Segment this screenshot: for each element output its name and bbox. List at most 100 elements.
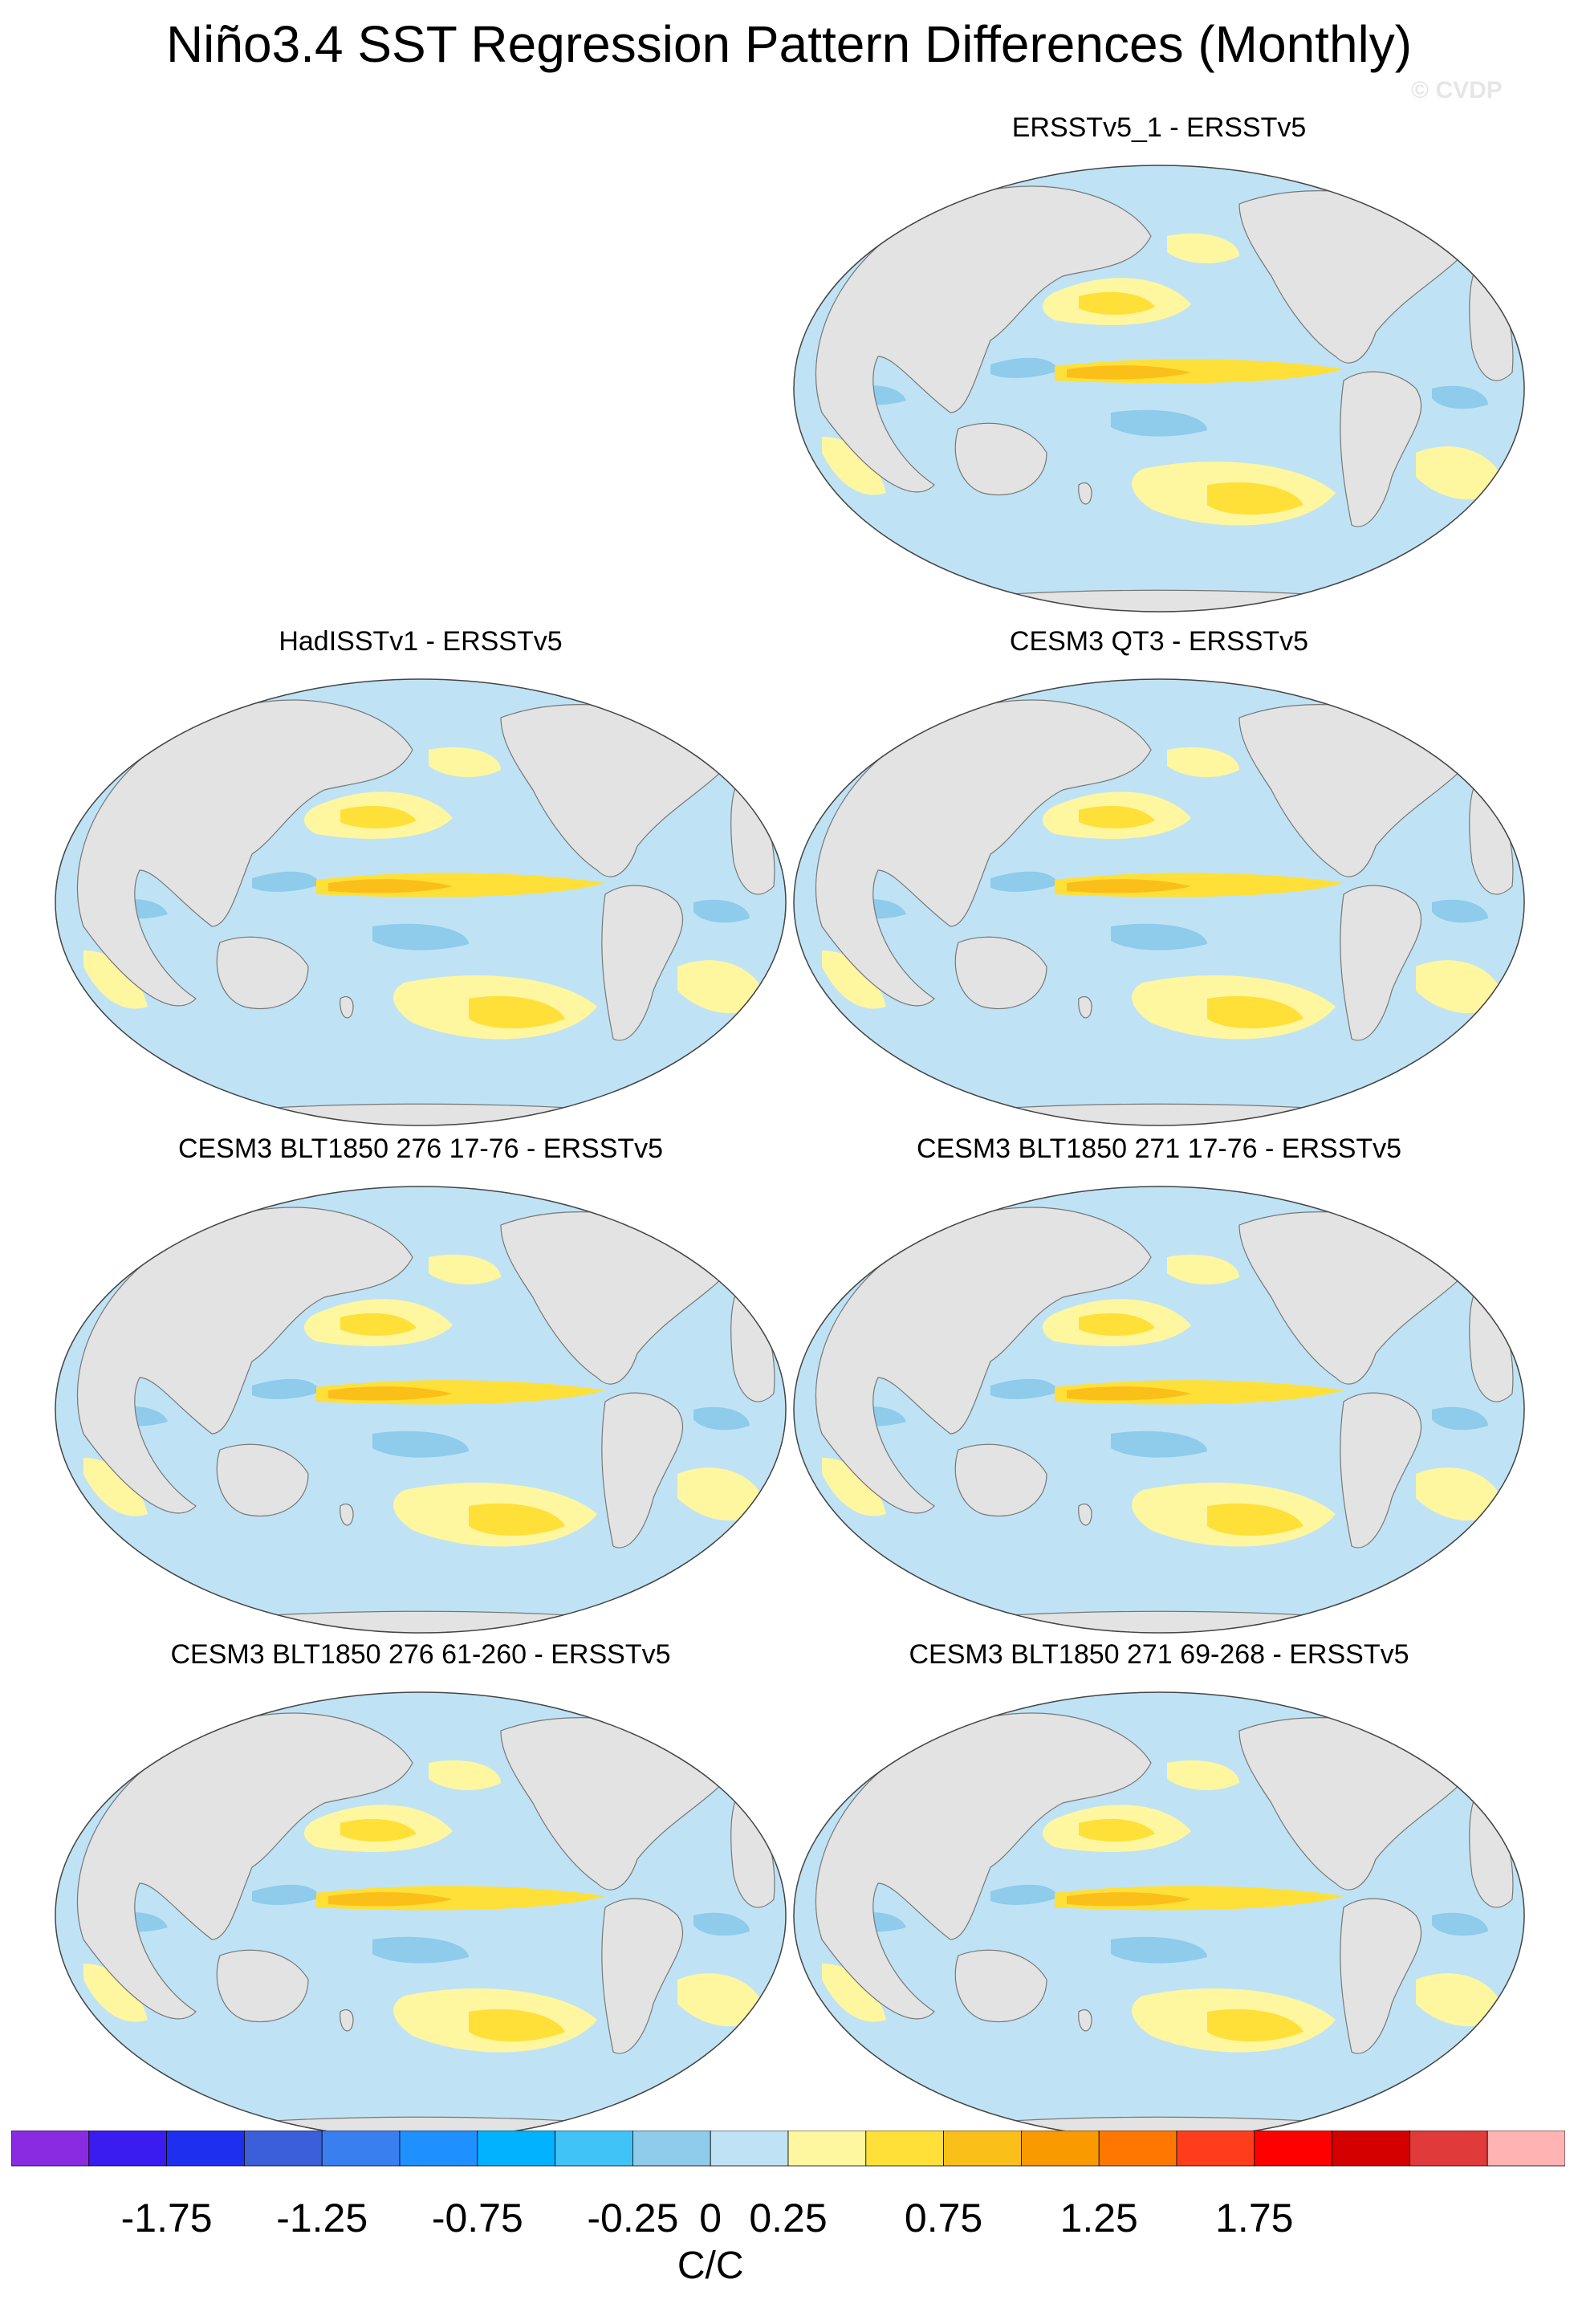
map-panel-2: HadISSTv1 - ERSSTv5 [51,626,790,1148]
land-mass [340,2009,354,2032]
figure-title: Niño3.4 SST Regression Pattern Differenc… [165,15,1413,73]
anomaly-contour-ocean-pos-large [1067,365,1191,380]
land-mass [147,1103,694,1125]
colorbar-tick-label: -0.25 [587,2196,678,2241]
land-mass [340,996,354,1019]
anomaly-contour-ocean-pos-mid [1079,1818,1155,1842]
anomaly-contour-ocean-neg-mid [372,1431,469,1458]
land-mass [885,589,1433,612]
anomaly-contour-ocean-pos-small [1167,747,1239,778]
land-mass [340,1504,354,1526]
sst-difference-map [55,678,787,1126]
colorbar-box [477,2131,555,2167]
anomaly-contour-ocean-pos-small [1416,446,1504,500]
anomaly-contour-ocean-pos-small [1416,1467,1504,1521]
colorbar-box [1098,2131,1177,2167]
land-mass [601,1392,684,1549]
land-mass [1078,2009,1092,2032]
anomaly-contour-ocean-pos-small [83,950,148,1009]
panel-title: CESM3 BLT1850 271 17-76 - ERSSTv5 [916,1134,1402,1164]
panel-title: CESM3 QT3 - ERSSTv5 [1009,626,1309,657]
anomaly-contour-ocean-neg-mid [1111,1936,1207,1964]
anomaly-contour-ocean-pos-small [677,1973,766,2027]
anomaly-contour-ocean-neg-mid [252,1378,320,1399]
cvdp-watermark: © CVDP [1411,77,1503,104]
colorbar: -1.75 -1.25 -0.75 -0.25 0 0.25 0.75 1.25 1.75 C/C [11,2131,1565,2287]
colorbar-box [787,2131,867,2167]
colorbar-tick-label: 0.75 [905,2196,982,2241]
anomaly-contour-ocean-pos-large [328,1892,453,1907]
map-panel-3: CESM3 QT3 - ERSSTv5 [790,626,1528,1148]
anomaly-contour-ocean-pos-small [1416,960,1504,1014]
anomaly-contour-ocean-neg-mid [990,357,1059,378]
colorbar-tick-label: 1.75 [1215,2196,1293,2241]
panel-title: ERSSTv5_1 - ERSSTv5 [1011,112,1307,143]
anomaly-contour-ocean-pos-small [1167,1760,1239,1791]
map-outline [793,165,1525,613]
map-panel-6: CESM3 BLT1850 276 61-260 - ERSSTv5 [51,1639,790,2161]
map-outline [793,1186,1525,1634]
land-mass [954,936,1047,1010]
land-mass [216,1443,309,1517]
land-mass [954,1949,1047,2023]
map-panel-7: CESM3 BLT1850 271 69-268 - ERSSTv5 [790,1639,1528,2161]
anomaly-contour-ocean-pos-mid [1079,291,1155,315]
panel-title: CESM3 BLT1850 276 17-76 - ERSSTv5 [177,1134,664,1164]
anomaly-contour-ocean-pos-small [429,747,501,778]
anomaly-contour-ocean-neg-mid [372,1936,469,1964]
anomaly-contour-ocean-pos-mid [1207,482,1303,515]
sst-difference-map [793,1691,1525,2139]
anomaly-contour-ocean-neg-mid [990,1378,1059,1399]
land-mass [1340,1898,1422,2054]
anomaly-contour-ocean-pos-large [1067,879,1191,893]
anomaly-contour-ocean-neg-mid [372,923,469,950]
colorbar-box [1332,2131,1410,2167]
anomaly-contour-ocean-pos-large [328,879,453,893]
colorbar-tick-label: 0 [699,2196,722,2241]
map-panel-4: CESM3 BLT1850 276 17-76 - ERSSTv5 [51,1134,790,1655]
anomaly-contour-ocean-pos-mid [340,1818,417,1842]
anomaly-contour-ocean-neg-mid [1111,409,1207,437]
colorbar-box [1021,2131,1100,2167]
anomaly-contour-ocean-pos-small [1416,1973,1504,2027]
anomaly-contour-ocean-pos-small [1167,1254,1239,1285]
anomaly-contour-ocean-pos-small [429,1254,501,1285]
anomaly-contour-ocean-pos-small [1167,233,1239,264]
anomaly-contour-ocean-neg-mid [1432,385,1488,409]
land-mass [1340,1392,1422,1549]
anomaly-contour-ocean-neg-mid [1432,899,1488,923]
anomaly-contour-ocean-pos-small [822,437,886,495]
land-mass [601,1898,684,2054]
land-mass [601,885,684,1041]
anomaly-contour-ocean-pos-small [822,950,886,1009]
land-mass [1340,885,1422,1041]
sst-difference-map [793,1186,1525,1634]
panel-title: CESM3 BLT1850 276 61-260 - ERSSTv5 [170,1639,671,1670]
colorbar-box [1409,2131,1488,2167]
colorbar-tick-label: 0.25 [749,2196,827,2241]
land-mass [954,422,1047,496]
sst-difference-map [793,165,1525,613]
anomaly-contour-ocean-neg-mid [252,871,320,892]
sst-difference-map [793,678,1525,1126]
anomaly-contour-ocean-pos-small [83,1458,148,1516]
colorbar-box [1486,2131,1565,2167]
anomaly-contour-ocean-neg-mid [693,1406,750,1431]
anomaly-contour-ocean-pos-mid [1207,1503,1303,1536]
anomaly-contour-ocean-pos-mid [1207,995,1303,1029]
land-mass [216,936,309,1010]
colorbar-box [11,2131,90,2167]
land-mass [216,1949,309,2023]
land-mass [954,1443,1047,1517]
map-outline [793,678,1525,1126]
colorbar-tick-label: -1.75 [121,2196,213,2241]
anomaly-contour-ocean-pos-small [429,1760,501,1791]
colorbar-box [88,2131,168,2167]
anomaly-contour-ocean-pos-small [822,1964,886,2022]
anomaly-contour-ocean-pos-mid [469,2009,565,2042]
map-panel-5: CESM3 BLT1850 271 17-76 - ERSSTv5 [790,1134,1528,1655]
colorbar-box [555,2131,633,2167]
anomaly-contour-ocean-pos-mid [469,1503,565,1536]
anomaly-contour-ocean-pos-mid [340,805,417,828]
colorbar-box [710,2131,789,2167]
